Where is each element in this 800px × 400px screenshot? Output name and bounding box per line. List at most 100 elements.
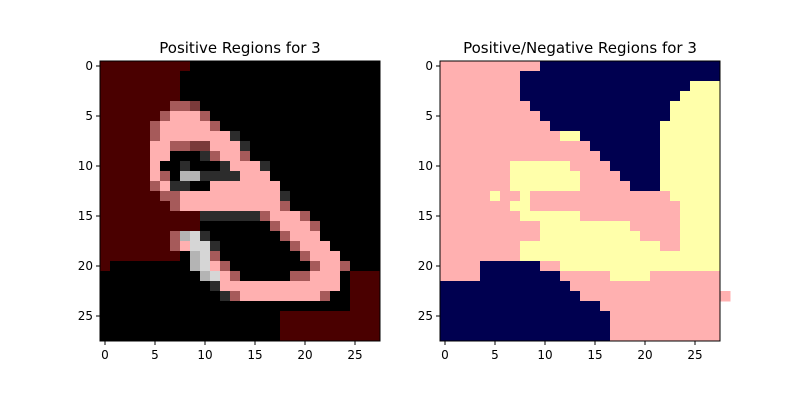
right-heatmap-cell	[510, 251, 521, 262]
left-heatmap-cell	[360, 131, 371, 142]
right-heatmap-cell	[460, 81, 471, 92]
left-heatmap-cell	[190, 261, 201, 272]
right-heatmap-cell	[690, 191, 701, 202]
right-heatmap-cell	[460, 71, 471, 82]
left-heatmap-cell	[170, 61, 181, 72]
right-heatmap-cell	[490, 121, 501, 132]
right-heatmap-cell	[500, 241, 511, 252]
right-heatmap-cell	[710, 151, 721, 162]
right-heatmap-cell	[610, 241, 621, 252]
right-heatmap-cell	[700, 131, 711, 142]
left-heatmap-cell	[260, 151, 271, 162]
right-heatmap-cell	[480, 221, 491, 232]
left-heatmap-cell	[350, 81, 361, 92]
right-heatmap-cell	[510, 311, 521, 322]
left-heatmap-cell	[270, 181, 281, 192]
right-heatmap-cell	[450, 161, 461, 172]
right-heatmap-cell	[610, 311, 621, 322]
right-heatmap-cell	[460, 151, 471, 162]
left-heatmap-cell	[360, 91, 371, 102]
left-heatmap-cell	[250, 181, 261, 192]
right-heatmap-cell	[590, 121, 601, 132]
left-heatmap-cell	[160, 261, 171, 272]
left-heatmap-cell	[100, 301, 111, 312]
left-heatmap-cell	[260, 221, 271, 232]
right-heatmap-cell	[470, 181, 481, 192]
right-x-tick-label: 25	[687, 348, 702, 362]
right-heatmap-cell	[630, 141, 641, 152]
right-heatmap-cell	[450, 71, 461, 82]
right-heatmap-cell	[560, 191, 571, 202]
left-heatmap-cell	[340, 311, 351, 322]
right-heatmap-cell	[570, 151, 581, 162]
right-heatmap-cell	[540, 311, 551, 322]
left-heatmap-cell	[170, 181, 181, 192]
right-heatmap-cell	[600, 221, 611, 232]
left-heatmap-cell	[300, 131, 311, 142]
left-heatmap-cell	[320, 211, 331, 222]
left-heatmap-cell	[370, 201, 381, 212]
left-heatmap-cell	[140, 251, 151, 262]
left-heatmap-cell	[370, 211, 381, 222]
right-heatmap-cell	[650, 161, 661, 172]
right-heatmap-cell	[670, 331, 681, 342]
right-heatmap-cell	[630, 201, 641, 212]
left-heatmap-cell	[220, 321, 231, 332]
left-heatmap-cell	[200, 181, 211, 192]
left-heatmap-cell	[290, 191, 301, 202]
left-heatmap-cell	[120, 131, 131, 142]
left-heatmap-cell	[250, 171, 261, 182]
right-heatmap-cell	[600, 91, 611, 102]
right-heatmap-cell	[620, 331, 631, 342]
right-heatmap-cell	[520, 151, 531, 162]
right-heatmap-cell	[560, 201, 571, 212]
right-heatmap-cell	[710, 111, 721, 122]
right-heatmap-cell	[440, 271, 451, 282]
right-heatmap-cell	[620, 141, 631, 152]
right-heatmap-cell	[470, 231, 481, 242]
left-heatmap-cell	[140, 201, 151, 212]
left-heatmap-cell	[230, 151, 241, 162]
right-heatmap-cell	[640, 131, 651, 142]
right-heatmap-cell	[600, 61, 611, 72]
left-heatmap-cell	[240, 131, 251, 142]
left-heatmap-cell	[180, 61, 191, 72]
right-heatmap-cell	[480, 131, 491, 142]
left-heatmap-cell	[200, 101, 211, 112]
left-heatmap-cells	[100, 61, 381, 342]
right-heatmap-cell	[710, 321, 721, 332]
right-heatmap-cell	[580, 131, 591, 142]
right-heatmap-cell	[520, 291, 531, 302]
right-y-tick-label: 5	[425, 109, 433, 123]
right-heatmap-cell	[590, 171, 601, 182]
right-heatmap-cell	[680, 281, 691, 292]
left-heatmap-cell	[270, 321, 281, 332]
right-heatmap-cell	[640, 81, 651, 92]
right-heatmap-cell	[490, 201, 501, 212]
left-heatmap-cell	[270, 221, 281, 232]
left-y-tick-label: 5	[85, 109, 93, 123]
right-heatmap-cell	[520, 251, 531, 262]
right-heatmap-cell	[440, 211, 451, 222]
right-heatmap-cell	[460, 181, 471, 192]
right-heatmap-cell	[590, 151, 601, 162]
right-heatmap-cell	[650, 321, 661, 332]
left-heatmap-cell	[170, 71, 181, 82]
left-heatmap-cell	[370, 301, 381, 312]
right-heatmap-cell	[560, 311, 571, 322]
left-heatmap-cell	[300, 271, 311, 282]
right-heatmap-cell	[530, 311, 541, 322]
right-heatmap-cell	[560, 281, 571, 292]
left-heatmap-cell	[130, 191, 141, 202]
left-heatmap-cell	[150, 61, 161, 72]
left-heatmap-cell	[270, 151, 281, 162]
right-heatmap-cell	[460, 131, 471, 142]
right-heatmap-cell	[550, 211, 561, 222]
right-heatmap-cell	[570, 161, 581, 172]
right-heatmap-cell	[450, 291, 461, 302]
left-heatmap-cell	[210, 221, 221, 232]
right-heatmap-cell	[550, 301, 561, 312]
left-heatmap-cell	[120, 91, 131, 102]
right-heatmap-cell	[460, 331, 471, 342]
